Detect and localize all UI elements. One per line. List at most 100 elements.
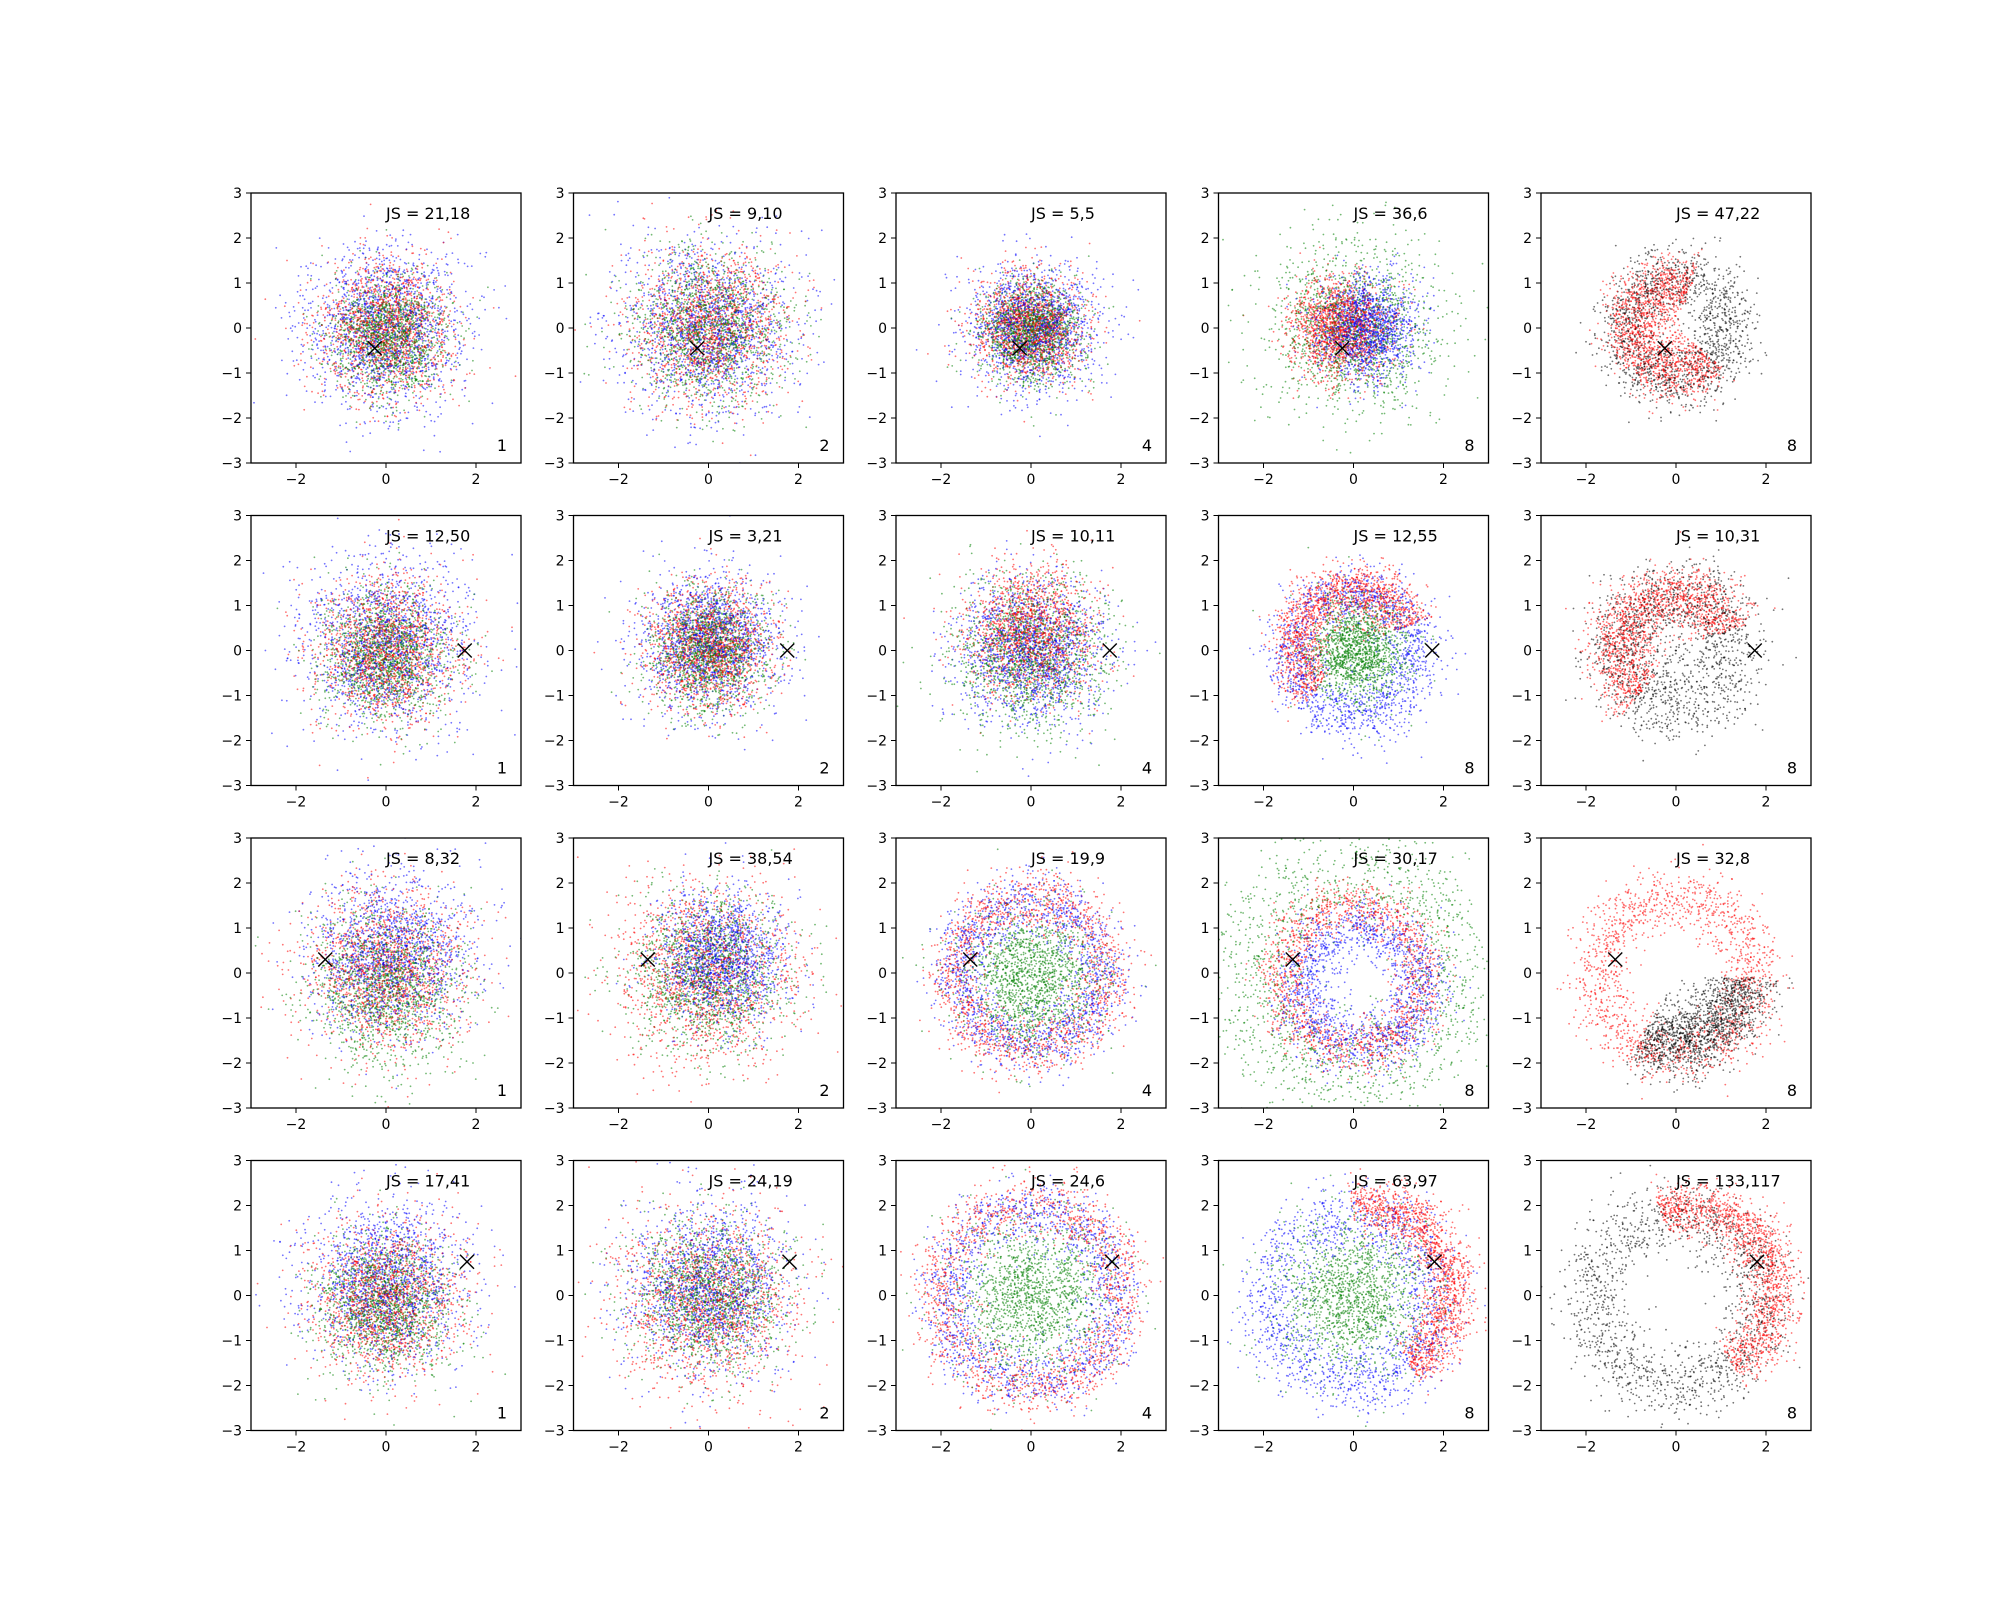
scatter-point [325,348,327,350]
scatter-point [398,429,400,431]
scatter-point [324,352,326,354]
scatter-point [370,204,372,206]
scatter-point [354,332,356,334]
scatter-point [433,336,435,338]
scatter-point [407,303,409,305]
scatter-point [388,326,390,328]
scatter-point [384,310,386,312]
scatter-point [387,352,389,354]
scatter-point [429,296,431,298]
scatter-point [390,319,392,321]
scatter-point [376,405,378,407]
scatter-point [358,319,360,321]
scatter-point [358,308,360,310]
scatter-point [304,309,306,311]
scatter-point [384,351,386,353]
scatter-point [335,367,337,369]
scatter-point [467,305,469,307]
scatter-point [368,271,370,273]
scatter-point [379,369,381,371]
scatter-point [400,343,402,345]
scatter-point [369,322,371,324]
scatter-point [400,365,402,367]
scatter-point [403,310,405,312]
scatter-point [402,356,404,358]
scatter-point [454,311,456,313]
scatter-point [349,259,351,261]
scatter-point [362,292,364,294]
scatter-point [340,345,342,347]
scatter-point [333,331,335,333]
scatter-point [393,382,395,384]
y-tick-label: −1 [221,366,242,382]
scatter-point [457,334,459,336]
scatter-point [424,298,426,300]
scatter-point [346,292,348,294]
scatter-point [417,305,419,307]
scatter-point [430,390,432,392]
scatter-point [346,373,348,375]
scatter-point [412,337,414,339]
scatter-point [364,245,366,247]
scatter-point [412,269,414,271]
scatter-point [395,337,397,339]
scatter-point [451,363,453,365]
scatter-point [383,344,385,346]
scatter-point [784,345,786,347]
scatter-point [359,267,361,269]
scatter-point [427,356,429,358]
scatter-point [369,297,371,299]
scatter-point [426,349,428,351]
scatter-point [638,343,640,345]
scatter-point [436,322,438,324]
scatter-point [366,312,368,314]
scatter-point [407,370,409,372]
scatter-point [379,252,381,254]
scatter-point [303,409,305,411]
scatter-point [366,303,368,305]
scatter-point [434,287,436,289]
scatter-point [392,352,394,354]
scatter-point [453,330,455,332]
scatter-point [353,300,355,302]
scatter-point [428,339,430,341]
scatter-point [398,299,400,301]
scatter-point [422,316,424,318]
scatter-point [315,339,317,341]
scatter-point [339,306,341,308]
scatter-point [382,323,384,325]
scatter-point [435,327,437,329]
scatter-point [419,319,421,321]
scatter-point [391,370,393,372]
scatter-point [645,318,647,320]
scatter-point [376,321,378,323]
scatter-point [413,397,415,399]
scatter-point [342,307,344,309]
scatter-point [362,295,364,297]
scatter-point [372,417,374,419]
scatter-point [436,338,438,340]
scatter-point [459,321,461,323]
scatter-point [373,306,375,308]
scatter-point [321,340,323,342]
scatter-point [357,374,359,376]
scatter-point [368,373,370,375]
corner-label: 1 [497,436,507,455]
scatter-point [414,378,416,380]
scatter-point [396,376,398,378]
scatter-point [316,344,318,346]
scatter-point [443,340,445,342]
scatter-point [373,368,375,370]
scatter-point [323,295,325,297]
scatter-point [345,338,347,340]
scatter-point [300,284,302,286]
scatter-point [336,385,338,387]
scatter-point [397,401,399,403]
scatter-point [379,277,381,279]
scatter-point [455,361,457,363]
scatter-point [771,241,773,243]
scatter-point [362,351,364,353]
scatter-point [368,279,370,281]
scatter-point [408,389,410,391]
scatter-point [300,353,302,355]
